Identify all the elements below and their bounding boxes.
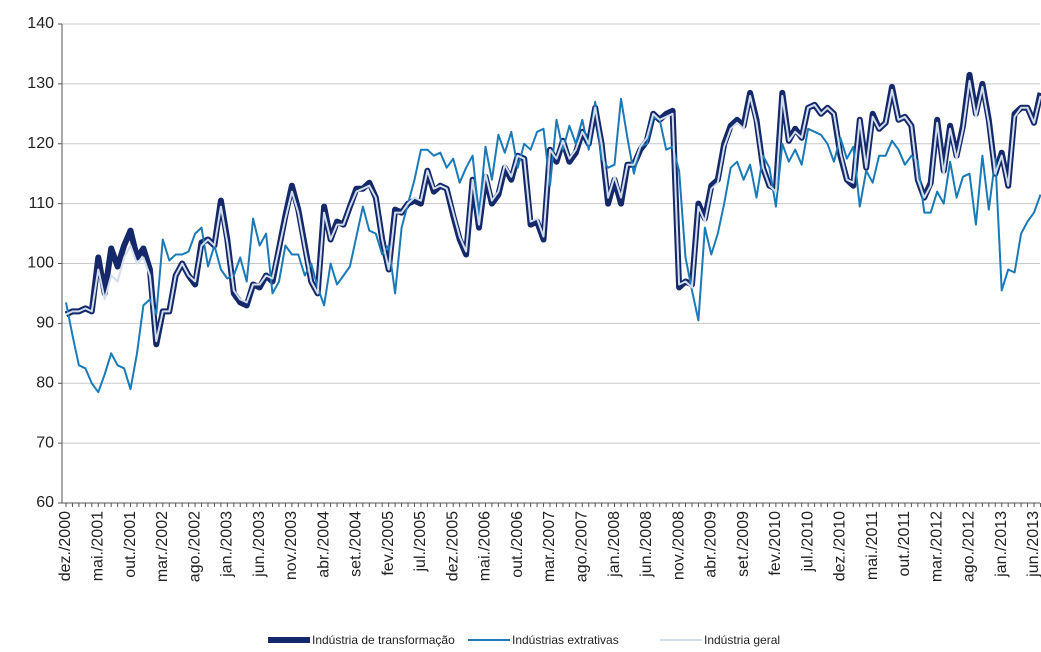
x-tick-label: jan./2013 [993, 511, 1010, 578]
series-line [65, 79, 1041, 343]
x-tick-label: mai./2006 [477, 511, 494, 581]
x-tick-label: set./2009 [735, 511, 752, 577]
x-tick-label: ago./2002 [186, 511, 203, 582]
x-tick-label: set./2004 [348, 511, 365, 577]
legend-label: Indústria geral [704, 633, 780, 647]
x-tick-label: out./2001 [122, 511, 139, 578]
x-tick-label: mar./2007 [541, 511, 558, 582]
y-tick-label: 90 [36, 315, 54, 332]
x-tick-label: dez./2005 [444, 511, 461, 581]
legend-label: Indústrias extrativas [512, 633, 619, 647]
x-tick-label: dez./2010 [832, 511, 849, 581]
x-tick-label: jan./2003 [219, 511, 236, 578]
x-tick-label: jun./2008 [638, 511, 655, 578]
x-tick-label: fev./2010 [767, 511, 784, 576]
y-tick-label: 60 [36, 494, 54, 511]
x-tick-label: nov./2003 [283, 511, 300, 580]
series-line [64, 71, 1041, 348]
y-tick-label: 140 [27, 15, 54, 32]
x-tick-label: mar./2002 [154, 511, 171, 582]
x-tick-label: mai./2001 [89, 511, 106, 581]
x-tick-label: fev./2005 [380, 511, 397, 576]
y-tick-label: 130 [27, 75, 54, 92]
x-tick-label: jun./2013 [1025, 511, 1041, 578]
x-tick-label: abr./2009 [703, 511, 720, 578]
x-tick-label: abr./2004 [315, 511, 332, 578]
y-tick-label: 80 [36, 374, 54, 391]
legend-label: Indústria de transformação [312, 633, 455, 647]
x-tick-label: ago./2007 [573, 511, 590, 582]
x-tick-label: jun./2003 [251, 511, 268, 578]
x-tick-label: out./2011 [896, 511, 913, 577]
x-tick-label: ago./2012 [961, 511, 978, 582]
y-tick-label: 100 [27, 255, 54, 272]
y-tick-label: 70 [36, 434, 54, 451]
x-tick-label: mai./2011 [864, 511, 881, 580]
x-tick-label: mar./2012 [928, 511, 945, 582]
x-tick-label: jan./2008 [606, 511, 623, 578]
y-tick-label: 120 [27, 135, 54, 152]
x-tick-label: jul./2010 [799, 511, 816, 573]
x-tick-label: nov./2008 [670, 511, 687, 580]
y-tick-label: 110 [28, 195, 54, 212]
x-tick-label: jul./2005 [412, 511, 429, 573]
x-tick-label: dez./2000 [57, 511, 74, 581]
x-tick-label: out./2006 [509, 511, 526, 578]
